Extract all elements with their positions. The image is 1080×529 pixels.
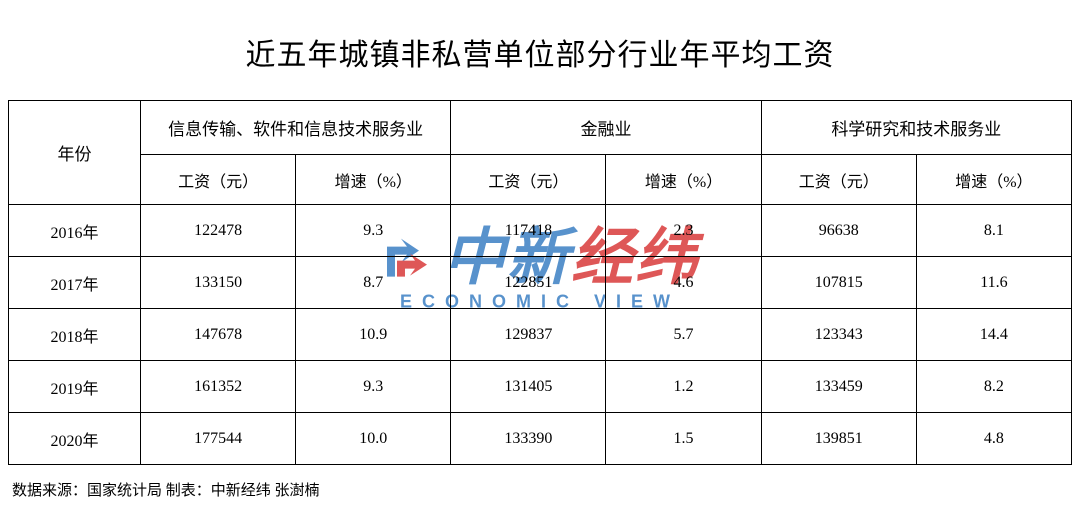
- col-wage-header: 工资（元）: [141, 155, 296, 205]
- cell-growth: 1.5: [606, 413, 761, 465]
- cell-growth: 5.7: [606, 309, 761, 361]
- cell-growth: 4.8: [916, 413, 1071, 465]
- cell-growth: 8.7: [296, 257, 451, 309]
- cell-wage: 139851: [761, 413, 916, 465]
- cell-wage: 129837: [451, 309, 606, 361]
- cell-wage: 107815: [761, 257, 916, 309]
- cell-wage: 122478: [141, 205, 296, 257]
- table-row: 2017年1331508.71228514.610781511.6: [9, 257, 1072, 309]
- cell-wage: 177544: [141, 413, 296, 465]
- cell-year: 2019年: [9, 361, 141, 413]
- cell-wage: 147678: [141, 309, 296, 361]
- cell-growth: 10.9: [296, 309, 451, 361]
- cell-wage: 96638: [761, 205, 916, 257]
- col-industry-header: 信息传输、软件和信息技术服务业: [141, 101, 451, 155]
- col-industry-header: 金融业: [451, 101, 761, 155]
- col-growth-header: 增速（%）: [296, 155, 451, 205]
- cell-growth: 4.6: [606, 257, 761, 309]
- wage-table: 年份 信息传输、软件和信息技术服务业 金融业 科学研究和技术服务业 工资（元） …: [8, 100, 1072, 465]
- cell-year: 2017年: [9, 257, 141, 309]
- cell-wage: 117418: [451, 205, 606, 257]
- cell-growth: 1.2: [606, 361, 761, 413]
- cell-wage: 122851: [451, 257, 606, 309]
- table-row: 2016年1224789.31174182.3966388.1: [9, 205, 1072, 257]
- col-industry-header: 科学研究和技术服务业: [761, 101, 1071, 155]
- cell-wage: 133150: [141, 257, 296, 309]
- col-year-header: 年份: [9, 101, 141, 205]
- col-growth-header: 增速（%）: [916, 155, 1071, 205]
- table-row: 2018年14767810.91298375.712334314.4: [9, 309, 1072, 361]
- cell-growth: 9.3: [296, 205, 451, 257]
- cell-growth: 2.3: [606, 205, 761, 257]
- cell-wage: 131405: [451, 361, 606, 413]
- cell-wage: 133459: [761, 361, 916, 413]
- cell-growth: 10.0: [296, 413, 451, 465]
- col-growth-header: 增速（%）: [606, 155, 761, 205]
- col-wage-header: 工资（元）: [761, 155, 916, 205]
- data-source: 数据来源：国家统计局 制表：中新经纬 张澍楠: [8, 465, 1072, 500]
- cell-growth: 8.2: [916, 361, 1071, 413]
- cell-growth: 9.3: [296, 361, 451, 413]
- cell-year: 2020年: [9, 413, 141, 465]
- cell-year: 2018年: [9, 309, 141, 361]
- cell-wage: 133390: [451, 413, 606, 465]
- cell-growth: 8.1: [916, 205, 1071, 257]
- cell-growth: 11.6: [916, 257, 1071, 309]
- table-row: 2020年17754410.01333901.51398514.8: [9, 413, 1072, 465]
- cell-wage: 161352: [141, 361, 296, 413]
- cell-growth: 14.4: [916, 309, 1071, 361]
- col-wage-header: 工资（元）: [451, 155, 606, 205]
- page-title: 近五年城镇非私营单位部分行业年平均工资: [8, 12, 1072, 100]
- cell-wage: 123343: [761, 309, 916, 361]
- cell-year: 2016年: [9, 205, 141, 257]
- table-row: 2019年1613529.31314051.21334598.2: [9, 361, 1072, 413]
